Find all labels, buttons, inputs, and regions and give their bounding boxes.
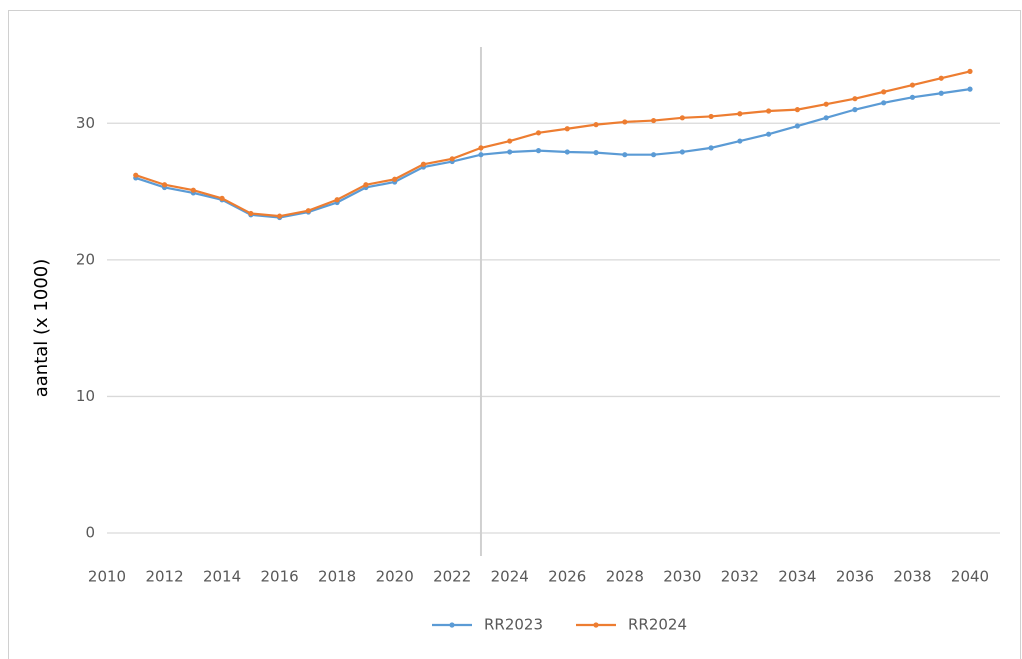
x-tick-label: 2032 (721, 568, 759, 586)
series-line (135, 88, 971, 219)
x-tick-label: 2028 (606, 568, 644, 586)
data-point (535, 130, 542, 136)
data-point (420, 161, 427, 167)
data-point (478, 152, 484, 158)
data-point (248, 210, 254, 217)
data-point (967, 86, 973, 92)
x-tick-label: 2036 (836, 568, 874, 586)
x-tick-label: 2014 (203, 568, 241, 586)
data-point (852, 96, 858, 102)
data-point (794, 107, 801, 113)
y-tick-label: 0 (85, 524, 95, 542)
legend-label: RR2024 (628, 616, 687, 634)
data-point (766, 108, 772, 114)
data-point (392, 176, 398, 182)
legend-marker (593, 622, 599, 628)
x-tick-label: 2024 (491, 568, 529, 586)
data-point (650, 152, 657, 158)
data-point (881, 100, 887, 106)
data-point (622, 152, 628, 158)
data-point (708, 145, 714, 151)
data-point (823, 101, 829, 107)
data-point (449, 156, 455, 162)
data-point (852, 107, 858, 113)
x-tick-label: 2034 (778, 568, 816, 586)
data-point (622, 119, 628, 125)
data-point (593, 150, 599, 156)
data-point (823, 115, 829, 121)
data-point (363, 182, 369, 188)
data-point (794, 123, 801, 129)
series-line (135, 70, 971, 218)
data-point (679, 115, 685, 121)
data-point (737, 111, 743, 117)
y-tick-label: 10 (76, 387, 95, 405)
y-tick-label: 20 (76, 250, 95, 268)
data-point (507, 138, 513, 144)
legend-label: RR2023 (484, 616, 543, 634)
data-point (190, 187, 196, 193)
data-point (650, 117, 657, 124)
x-tick-label: 2012 (145, 568, 183, 586)
x-tick-label: 2030 (663, 568, 701, 586)
data-point (334, 197, 340, 203)
data-point (909, 82, 916, 88)
x-tick-label: 2016 (261, 568, 299, 586)
data-point (564, 126, 570, 132)
data-point (909, 94, 916, 100)
data-point (277, 213, 283, 219)
data-point (967, 68, 973, 74)
data-point (161, 182, 168, 188)
legend-marker (449, 622, 455, 628)
data-point (737, 138, 743, 144)
data-point (219, 195, 225, 201)
data-point (881, 89, 887, 95)
data-point (305, 208, 311, 214)
data-point (133, 172, 139, 178)
data-point (593, 122, 599, 128)
x-tick-label: 2010 (88, 568, 126, 586)
x-tick-label: 2022 (433, 568, 471, 586)
data-point (478, 145, 484, 151)
x-tick-label: 2018 (318, 568, 356, 586)
chart-frame (8, 10, 1021, 659)
x-tick-label: 2026 (548, 568, 586, 586)
data-point (564, 149, 570, 155)
y-axis-label: aantal (x 1000) (31, 259, 52, 398)
data-point (938, 75, 944, 81)
data-point (535, 148, 542, 154)
data-point (679, 149, 685, 155)
x-tick-label: 2038 (893, 568, 931, 586)
x-tick-label: 2020 (376, 568, 414, 586)
x-tick-label: 2040 (951, 568, 989, 586)
data-point (938, 90, 944, 96)
y-tick-label: 30 (76, 114, 95, 132)
data-point (708, 113, 714, 120)
data-point (766, 131, 772, 137)
data-point (507, 149, 513, 155)
